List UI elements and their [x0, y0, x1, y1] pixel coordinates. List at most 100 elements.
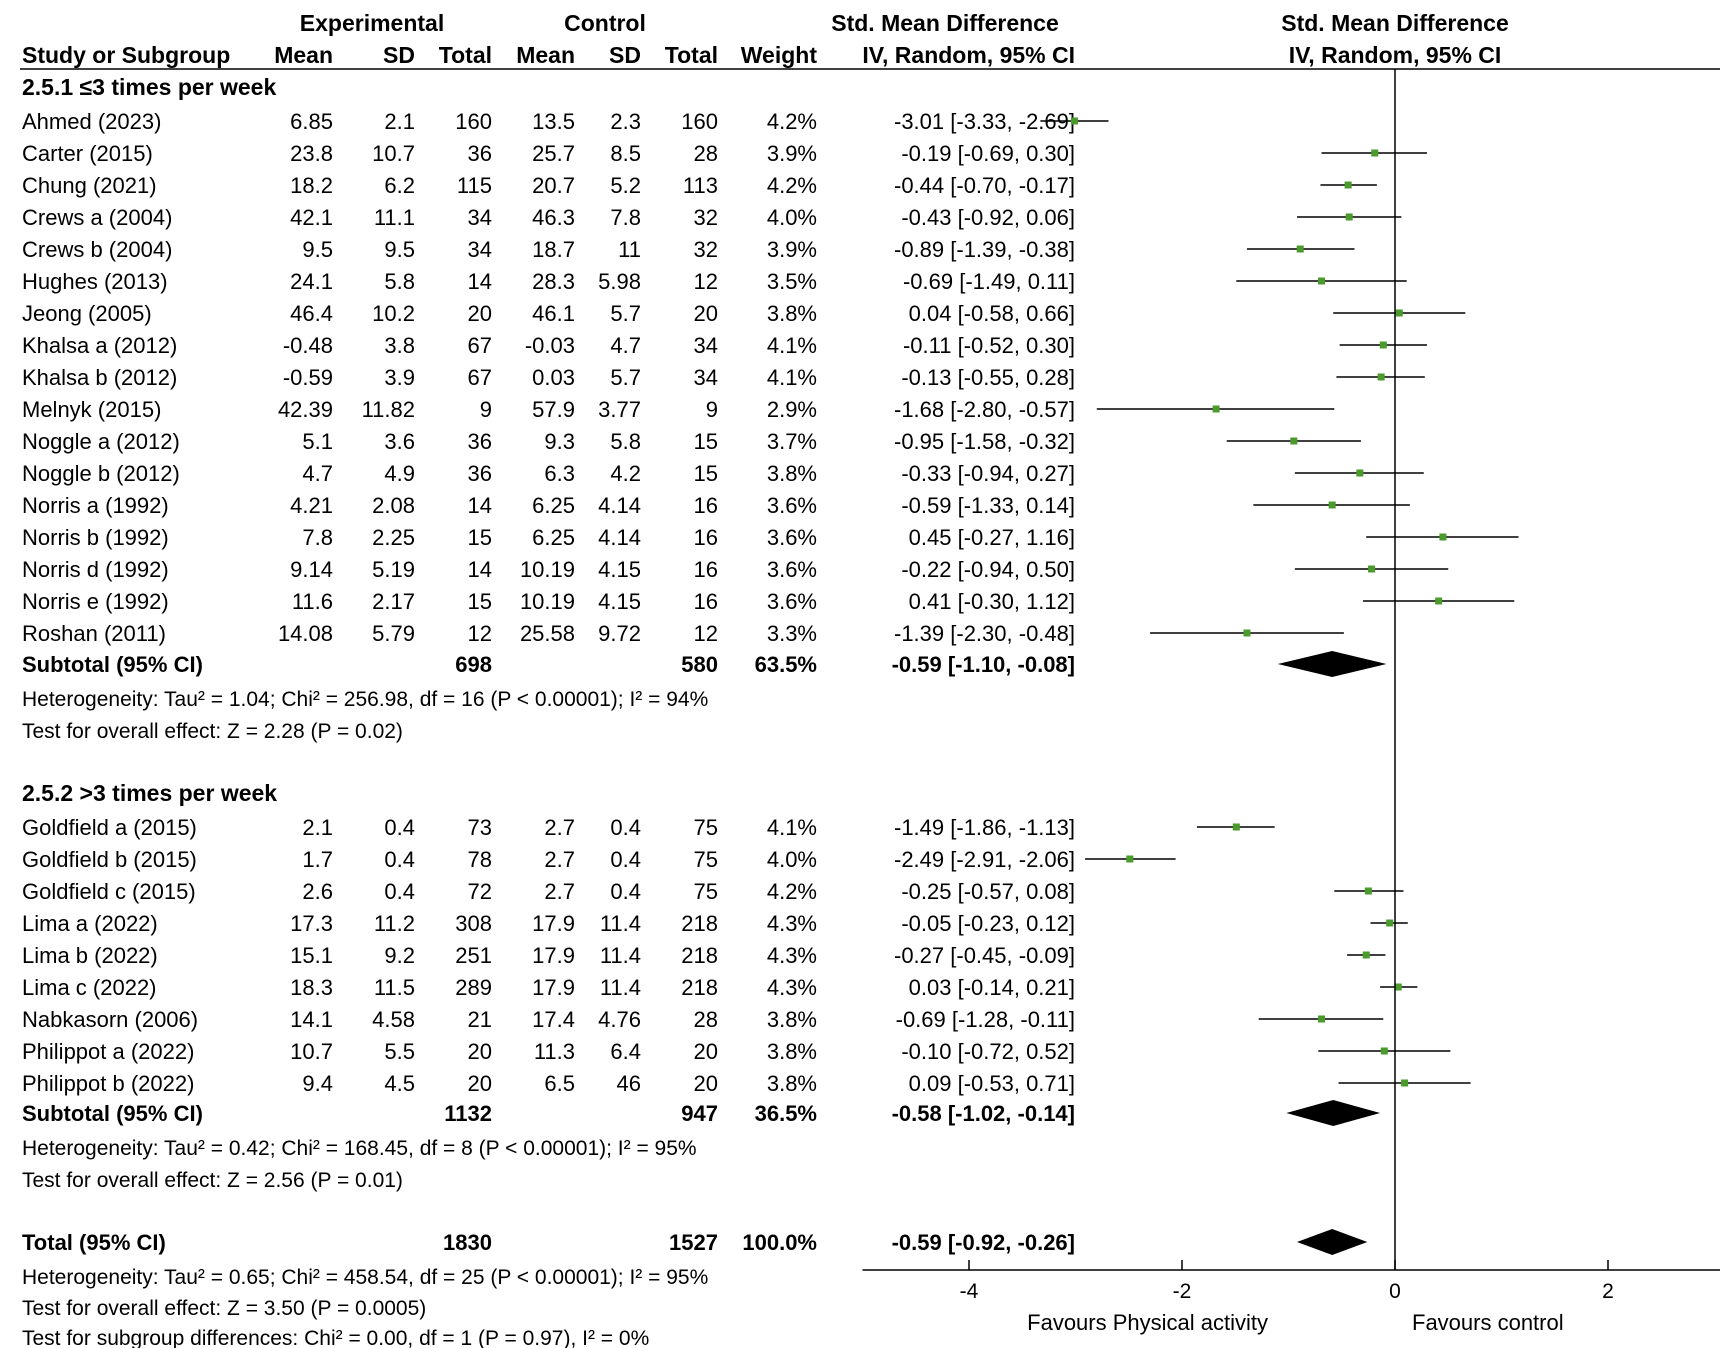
- exp-sd: 5.19: [372, 557, 415, 582]
- exp-mean: 5.1: [302, 429, 333, 454]
- weight: 3.6%: [767, 557, 817, 582]
- header-method-left: IV, Random, 95% CI: [862, 42, 1075, 68]
- point-estimate: [1345, 213, 1353, 221]
- ctl-total: 16: [694, 557, 718, 582]
- exp-sd: 3.9: [384, 365, 415, 390]
- ctl-mean: 17.4: [532, 1007, 575, 1032]
- exp-total: 14: [468, 493, 492, 518]
- point-estimate: [1070, 117, 1078, 125]
- ctl-mean: 18.7: [532, 237, 575, 262]
- study-name: Jeong (2005): [22, 301, 152, 326]
- ci-text: -0.27 [-0.45, -0.09]: [894, 943, 1075, 968]
- exp-mean: 2.6: [302, 879, 333, 904]
- header-control: Control: [564, 10, 646, 36]
- ctl-sd: 4.2: [610, 461, 641, 486]
- exp-mean: -0.48: [283, 333, 333, 358]
- ctl-sd: 11.4: [600, 911, 641, 936]
- study-name: Norris a (1992): [22, 493, 169, 518]
- exp-mean: 42.1: [290, 205, 333, 230]
- ctl-sd: 0.4: [610, 847, 641, 872]
- ctl-total: 16: [694, 589, 718, 614]
- weight: 3.9%: [767, 141, 817, 166]
- ci-text: -0.69 [-1.49, 0.11]: [903, 269, 1075, 294]
- exp-total: 20: [468, 1039, 492, 1064]
- point-estimate: [1212, 405, 1220, 413]
- exp-mean: 24.1: [290, 269, 333, 294]
- ci-text: -0.89 [-1.39, -0.38]: [894, 237, 1075, 262]
- exp-total: 20: [468, 301, 492, 326]
- ctl-sd: 7.8: [610, 205, 641, 230]
- ci-text: -2.49 [-2.91, -2.06]: [894, 847, 1075, 872]
- exp-total: 34: [468, 205, 492, 230]
- exp-total: 36: [468, 141, 492, 166]
- study-name: Lima a (2022): [22, 911, 158, 936]
- favours-right-label: Favours control: [1412, 1310, 1564, 1335]
- weight: 4.2%: [767, 109, 817, 134]
- group-title: 2.5.2 >3 times per week: [22, 780, 277, 806]
- heterogeneity-text: Heterogeneity: Tau² = 0.65; Chi² = 458.5…: [22, 1266, 708, 1289]
- study-name: Khalsa a (2012): [22, 333, 177, 358]
- ci-text: 0.04 [-0.58, 0.66]: [909, 301, 1075, 326]
- ctl-mean: 10.19: [520, 557, 575, 582]
- header-exp-mean: Mean: [274, 42, 333, 68]
- exp-sd: 10.2: [372, 301, 415, 326]
- ctl-mean: 13.5: [532, 109, 575, 134]
- exp-sd: 4.58: [372, 1007, 415, 1032]
- exp-total: 21: [468, 1007, 492, 1032]
- point-estimate: [1296, 245, 1304, 253]
- point-estimate: [1243, 629, 1251, 637]
- ci-text: 0.03 [-0.14, 0.21]: [909, 975, 1075, 1000]
- ctl-total: 15: [694, 461, 718, 486]
- weight: 36.5%: [755, 1101, 817, 1126]
- point-estimate: [1395, 309, 1403, 317]
- weight: 63.5%: [755, 652, 817, 677]
- ctl-mean: 25.58: [520, 621, 575, 646]
- exp-sd: 3.8: [384, 333, 415, 358]
- exp-total: 67: [468, 333, 492, 358]
- study-name: Goldfield c (2015): [22, 879, 196, 904]
- ci-text: -0.33 [-0.94, 0.27]: [901, 461, 1075, 486]
- ctl-total: 218: [681, 975, 718, 1000]
- ctl-sd: 5.7: [610, 301, 641, 326]
- ctl-sd: 46: [617, 1071, 641, 1096]
- header-method-right: IV, Random, 95% CI: [1289, 42, 1502, 68]
- ctl-sd: 0.4: [610, 815, 641, 840]
- weight: 3.8%: [767, 461, 817, 486]
- exp-sd: 4.5: [384, 1071, 415, 1096]
- ctl-mean: 9.3: [544, 429, 575, 454]
- exp-total: 15: [468, 525, 492, 550]
- exp-total: 36: [468, 461, 492, 486]
- weight: 4.1%: [767, 333, 817, 358]
- ci-text: -0.19 [-0.69, 0.30]: [901, 141, 1075, 166]
- study-name: Goldfield a (2015): [22, 815, 197, 840]
- exp-sd: 11.82: [362, 397, 415, 422]
- study-name: Roshan (2011): [22, 621, 166, 646]
- ci-text: -0.05 [-0.23, 0.12]: [901, 911, 1075, 936]
- exp-total: 1132: [444, 1101, 492, 1126]
- header-exp-sd: SD: [383, 42, 415, 68]
- exp-total: 36: [468, 429, 492, 454]
- exp-mean: 17.3: [290, 911, 333, 936]
- ctl-total: 20: [694, 1039, 718, 1064]
- header-ctl-sd: SD: [609, 42, 641, 68]
- point-estimate: [1368, 565, 1376, 573]
- study-name: Noggle b (2012): [22, 461, 180, 486]
- exp-sd: 9.5: [384, 237, 415, 262]
- ctl-mean: 6.25: [532, 493, 575, 518]
- weight: 4.2%: [767, 879, 817, 904]
- study-name: Lima c (2022): [22, 975, 157, 1000]
- exp-mean: 4.7: [302, 461, 333, 486]
- overall-effect-text: Test for overall effect: Z = 2.28 (P = 0…: [22, 720, 403, 743]
- exp-total: 78: [468, 847, 492, 872]
- exp-sd: 2.17: [372, 589, 415, 614]
- header-experimental: Experimental: [300, 10, 444, 36]
- exp-mean: 14.08: [278, 621, 333, 646]
- overall-effect-text: Test for overall effect: Z = 2.56 (P = 0…: [22, 1169, 403, 1192]
- ctl-sd: 4.7: [610, 333, 641, 358]
- exp-mean: 9.14: [290, 557, 333, 582]
- ci-text: -0.44 [-0.70, -0.17]: [894, 173, 1075, 198]
- ctl-mean: 6.3: [544, 461, 575, 486]
- point-estimate: [1386, 919, 1394, 927]
- header-weight: Weight: [741, 42, 818, 68]
- study-name: Hughes (2013): [22, 269, 168, 294]
